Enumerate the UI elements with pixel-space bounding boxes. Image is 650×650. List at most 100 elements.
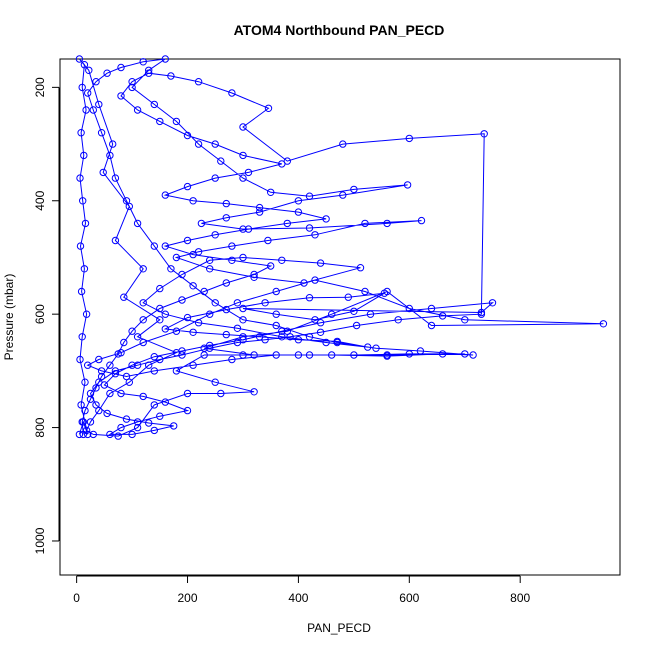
data-point [244,225,253,233]
data-point [461,316,469,324]
data-point [364,343,372,351]
data-point [150,242,159,250]
data-point [139,316,147,324]
data-point [469,351,477,359]
data-point [305,224,314,232]
data-point [79,430,88,439]
data-point [194,78,203,86]
data-point [106,361,114,369]
data-point [239,151,247,160]
data-point [128,83,136,92]
data-point [305,294,314,302]
data-point [267,188,275,197]
data-point [255,333,264,341]
data-point [278,256,286,264]
data-point [77,287,86,296]
data-point [339,191,347,199]
data-point [150,367,159,375]
data-point [294,351,303,359]
data-point [81,406,89,415]
data-point [117,92,125,100]
data-point [106,389,114,398]
data-point [211,299,219,307]
data-point [328,351,336,359]
data-point [194,140,203,148]
data-point [97,129,106,137]
data-point [322,338,330,347]
data-point [167,265,175,273]
data-point [178,296,186,304]
data-point [264,104,273,113]
data-point [80,265,89,273]
y-tick-label: 800 [33,417,47,437]
data-point [239,225,247,233]
data-point [350,185,358,194]
x-tick-label: 0 [73,591,80,605]
data-point [172,327,181,335]
data-point [427,304,436,313]
x-tick-label: 400 [288,591,308,605]
data-point [427,321,436,330]
data-point [239,174,247,182]
data-point [206,265,214,273]
data-point [133,418,142,426]
x-tick-label: 800 [510,591,530,605]
data-point [77,129,85,137]
data-point [170,422,178,430]
data-point [156,304,164,313]
data-point [178,270,186,279]
data-point [311,231,319,239]
data-point [106,430,114,439]
data-point [133,333,142,341]
data-point [133,361,142,369]
data-point [189,361,197,369]
data-point [316,319,325,327]
data-point [133,423,142,432]
data-point [350,351,358,359]
data-point [128,78,136,86]
data-point [75,430,84,439]
data-point [222,279,231,287]
data-point [250,388,258,396]
data-point [239,304,247,313]
data-point [89,106,98,114]
y-tick-label: 600 [33,304,47,324]
data-point [372,344,380,352]
data-point [111,236,120,245]
data-point [76,174,84,182]
data-point [239,333,247,341]
data-point [109,140,117,148]
data-point [383,352,391,360]
data-point [294,197,303,205]
data-point [239,316,247,324]
data-point [111,174,120,182]
data-point [339,140,347,148]
data-point [366,310,375,318]
data-point [361,287,369,296]
data-point [239,123,247,131]
data-point [80,151,88,160]
data-point [125,378,134,386]
data-point [197,219,206,228]
data-point [200,287,208,296]
data-point [255,208,264,216]
data-point [222,330,231,339]
data-point [95,100,103,109]
data-point [84,89,92,97]
x-axis-label: PAN_PECD [307,621,371,635]
data-point [477,310,486,318]
data-point [228,89,236,97]
y-axis-label: Pressure (mbar) [2,274,16,361]
data-point [76,355,84,364]
data-point [92,401,100,409]
data-point [139,338,147,347]
data-point [117,63,125,72]
data-point [316,328,325,336]
data-point [250,351,258,359]
data-point [189,197,197,205]
data-point [161,242,170,250]
data-point [416,347,425,355]
x-axis: 0 200 400 600 800 [73,575,531,605]
data-point [78,83,86,92]
data-point [356,264,365,272]
